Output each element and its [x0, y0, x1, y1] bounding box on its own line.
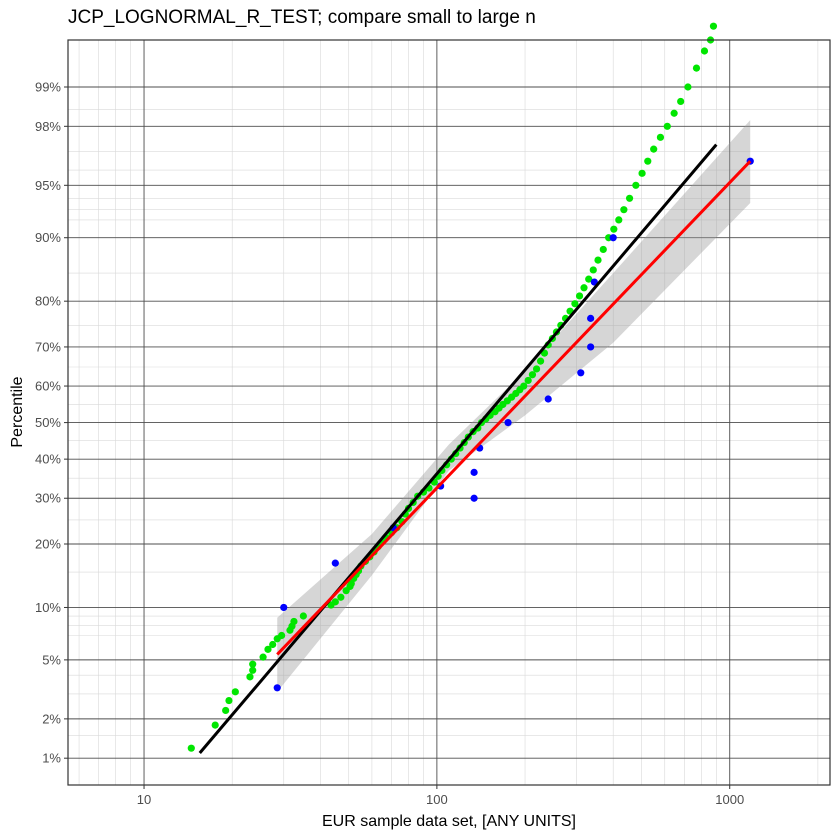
y-tick-label: 40% — [35, 452, 61, 467]
minor-gridlines — [68, 40, 830, 785]
data-point-series-0 — [585, 275, 593, 283]
data-point-series-0 — [620, 206, 628, 214]
x-tick-label: 1000 — [715, 792, 744, 807]
y-tick-label: 10% — [35, 600, 61, 615]
data-point-series-0 — [299, 612, 307, 620]
data-point-series-1 — [577, 369, 585, 377]
data-point-series-0 — [599, 245, 607, 254]
data-point-series-0 — [532, 365, 541, 373]
data-point-series-0 — [632, 181, 640, 189]
data-point-series-0 — [259, 653, 267, 661]
data-point-series-0 — [331, 598, 339, 606]
fit-lines — [198, 143, 752, 754]
y-tick-label: 70% — [35, 339, 61, 354]
y-tick-label: 50% — [35, 415, 61, 430]
data-point-series-0 — [337, 593, 345, 601]
data-point-series-0 — [700, 47, 709, 55]
data-point-series-1 — [504, 418, 512, 427]
x-axis-label: EUR sample data set, [ANY UNITS] — [322, 813, 576, 830]
data-point-series-0 — [650, 145, 658, 153]
data-point-series-0 — [575, 292, 584, 300]
data-point-series-1 — [609, 234, 617, 242]
data-point-series-0 — [222, 706, 230, 715]
data-point-series-0 — [656, 133, 665, 141]
data-point-series-0 — [524, 376, 532, 385]
data-point-series-0 — [644, 157, 652, 165]
y-tick-label: 5% — [42, 652, 61, 667]
chart-title: JCP_LOGNORMAL_R_TEST; compare small to l… — [68, 7, 536, 28]
y-tick-label: 1% — [42, 751, 61, 766]
y-tick-label: 80% — [35, 294, 61, 309]
data-point-series-0 — [594, 256, 602, 264]
data-point-series-0 — [290, 617, 298, 626]
data-point-series-1 — [470, 468, 478, 476]
plot-border — [67, 39, 831, 786]
data-point-series-0 — [246, 673, 254, 681]
data-point-series-1 — [587, 343, 595, 351]
plot-panel — [68, 40, 830, 785]
data-point-series-0 — [278, 631, 286, 640]
data-point-series-1 — [587, 314, 595, 322]
y-tick-label: 95% — [35, 178, 61, 193]
data-point-series-0 — [528, 371, 537, 379]
data-point-series-0 — [520, 382, 528, 390]
y-tick-label: 30% — [35, 491, 61, 506]
y-tick-label: 20% — [35, 537, 61, 552]
data-point-series-0 — [670, 109, 678, 117]
data-point-series-0 — [264, 645, 272, 653]
fit-line-series-2 — [198, 143, 718, 754]
data-point-series-0 — [536, 357, 545, 365]
y-axis: 1% 2% 5% 10% 20% 30% 40% 50% 60% 70% 80% 90% 95% 98% 9… — [35, 79, 68, 766]
x-axis: 10 100 1000 — [137, 785, 744, 807]
data-point-series-0 — [638, 169, 646, 177]
data-point-series-0 — [589, 266, 597, 274]
data-point-series-1 — [544, 395, 552, 403]
data-point-series-0 — [571, 300, 579, 308]
x-tick-label: 100 — [426, 792, 448, 807]
data-point-series-0 — [269, 640, 277, 649]
data-point-series-0 — [231, 688, 239, 696]
x-tick-label: 10 — [137, 792, 151, 807]
y-tick-label: 99% — [35, 79, 61, 94]
data-point-series-1 — [331, 559, 339, 567]
data-point-series-0 — [615, 216, 623, 224]
y-tick-label: 60% — [35, 379, 61, 394]
data-point-series-0 — [211, 721, 219, 729]
data-point-series-0 — [580, 284, 588, 292]
data-point-series-0 — [663, 122, 671, 130]
data-point-series-1 — [280, 603, 288, 612]
fit-line-series-3 — [276, 160, 752, 656]
data-point-series-0 — [249, 666, 257, 674]
data-point-series-1 — [470, 494, 478, 502]
data-point-series-0 — [684, 83, 692, 91]
y-tick-label: 98% — [35, 119, 61, 134]
data-point-series-1 — [273, 684, 281, 692]
major-gridlines — [68, 40, 830, 785]
data-point-series-0 — [249, 660, 257, 668]
data-point-series-0 — [610, 225, 618, 233]
data-point-series-0 — [692, 64, 701, 72]
y-tick-label: 90% — [35, 230, 61, 245]
data-point-series-0 — [187, 744, 195, 752]
y-tick-label: 2% — [42, 711, 61, 726]
y-axis-label: Percentile — [9, 376, 26, 447]
data-point-series-0 — [709, 22, 718, 30]
data-point-series-0 — [677, 97, 685, 106]
data-point-series-0 — [625, 194, 634, 202]
data-point-series-0 — [225, 696, 233, 705]
